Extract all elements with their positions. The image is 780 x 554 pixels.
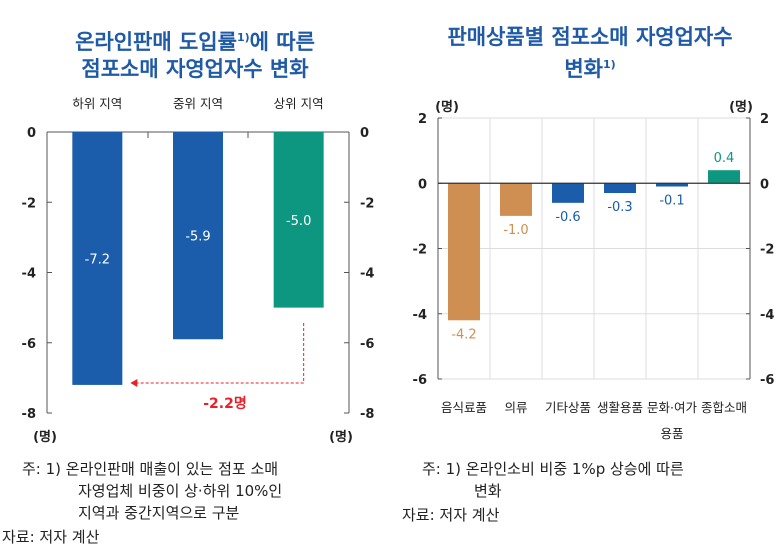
left-title-line2: 점포소매 자영업자수 변화 <box>81 57 309 81</box>
category-label: 생활용품 <box>597 400 643 415</box>
y-tick-label-right: -6 <box>760 373 774 388</box>
bar-1 <box>173 132 223 340</box>
left-title-text: 온라인판매 도입률 <box>75 30 237 54</box>
arrowhead-icon <box>130 379 138 387</box>
left-note-3: 지역과 중간지역으로 구분 <box>78 504 240 522</box>
bar-4 <box>656 183 688 187</box>
annotation-label: -2.2명 <box>203 395 247 412</box>
category-label: 상위 지역 <box>274 96 324 111</box>
data-label: -5.0 <box>286 214 311 229</box>
y-tick-label-left: -6 <box>413 373 427 388</box>
category-label: 하위 지역 <box>72 96 122 111</box>
y-unit-right: (명) <box>729 99 753 115</box>
bar-0 <box>72 132 123 385</box>
data-label: -0.1 <box>659 194 684 209</box>
left-title-footnote: 1) <box>236 31 250 44</box>
y-tick-label-right: -6 <box>360 337 374 352</box>
right-title-text: 판매상품별 점포소매 자영업자수 <box>447 25 733 49</box>
y-unit-left: (명) <box>435 99 459 115</box>
right-note-1: 주: 1) 온라인소비 비중 1%p 상승에 따른 <box>422 460 684 478</box>
right-title-line2: 변화 <box>564 57 603 81</box>
category-label: 기타상품 <box>545 400 591 415</box>
y-tick-label-right: -4 <box>760 308 774 323</box>
left-chart-title: 온라인판매 도입률1)에 따른 점포소매 자영업자수 변화 <box>20 24 370 83</box>
right-title-footnote: 1) <box>602 58 616 71</box>
y-tick-label-right: 0 <box>760 177 769 192</box>
bar-2 <box>273 132 324 308</box>
y-tick-label-left: -2 <box>22 196 36 211</box>
y-tick-label-left: -2 <box>413 243 427 258</box>
y-tick-label-left: 2 <box>418 112 427 127</box>
left-title-rest: 에 따른 <box>249 30 315 54</box>
data-label: -0.3 <box>607 200 632 215</box>
right-chart-title: 판매상품별 점포소매 자영업자수 변화1) <box>400 24 780 83</box>
y-tick-label-right: -8 <box>360 407 374 422</box>
y-tick-label-left: -8 <box>22 407 36 422</box>
category-label: 용품 <box>660 426 683 441</box>
category-label: 문화·여가 <box>647 400 697 415</box>
left-note-2: 자영업체 비중이 상·하위 10%인 <box>78 482 283 500</box>
category-label: 의류 <box>504 400 527 415</box>
data-label: -0.6 <box>555 210 580 225</box>
category-label: 중위 지역 <box>173 96 223 111</box>
y-tick-label-left: 0 <box>418 177 427 192</box>
left-note-1: 주: 1) 온라인판매 매출이 있는 점포 소매 <box>22 460 279 478</box>
y-tick-label-left: -6 <box>22 337 36 352</box>
right-source: 자료: 저자 계산 <box>402 506 500 524</box>
data-label: -7.2 <box>85 252 110 267</box>
right-note-2: 변화 <box>474 482 502 500</box>
data-label: 0.4 <box>714 151 735 166</box>
y-unit-left: (명) <box>33 429 57 445</box>
y-tick-label-left: 0 <box>27 126 36 141</box>
data-label: -1.0 <box>503 223 528 238</box>
data-label: -4.2 <box>451 327 476 342</box>
y-unit-right: (명) <box>329 429 353 445</box>
y-tick-label-left: -4 <box>413 308 427 323</box>
bar-2 <box>552 183 584 203</box>
bar-0 <box>448 183 480 321</box>
y-tick-label-right: 2 <box>760 112 769 127</box>
y-tick-label-right: 0 <box>360 126 369 141</box>
category-label: 음식료품 <box>441 400 487 415</box>
bar-3 <box>604 183 636 194</box>
y-tick-label-right: -2 <box>360 196 374 211</box>
y-tick-label-right: -4 <box>360 267 374 282</box>
bar-1 <box>500 183 532 216</box>
data-label: -5.9 <box>185 230 210 245</box>
y-tick-label-right: -2 <box>760 243 774 258</box>
bar-5 <box>708 170 740 184</box>
y-tick-label-left: -4 <box>22 267 36 282</box>
left-source: 자료: 저자 계산 <box>2 528 100 546</box>
category-label: 종합소매 <box>701 400 747 415</box>
